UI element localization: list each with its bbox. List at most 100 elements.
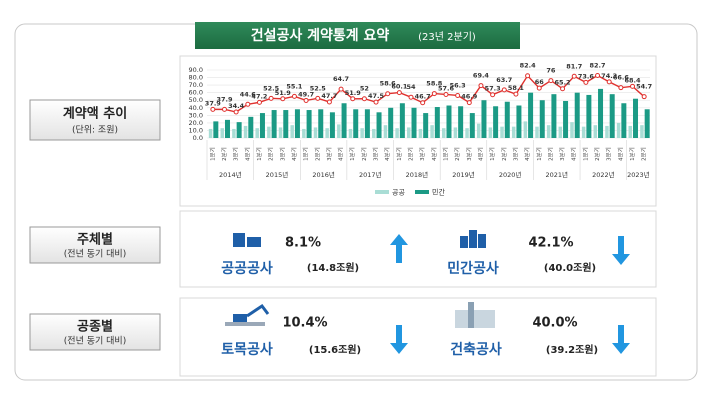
bar xyxy=(640,125,644,138)
value-label: 69.4 xyxy=(473,72,490,80)
bar xyxy=(278,127,283,138)
bar xyxy=(395,128,399,138)
bar xyxy=(248,116,254,138)
bar xyxy=(259,113,265,138)
bar xyxy=(294,109,300,138)
point xyxy=(571,73,577,79)
y-tick-label: 60.0 xyxy=(189,89,203,97)
panel xyxy=(179,297,657,377)
point xyxy=(560,86,566,92)
value-label: 66.6 xyxy=(613,74,630,82)
value-label: 58.8 xyxy=(426,80,443,88)
bar xyxy=(255,128,259,138)
bar xyxy=(353,109,359,138)
bar xyxy=(213,121,219,138)
value-label: 37.9 xyxy=(216,95,233,103)
bar xyxy=(628,125,633,138)
bar xyxy=(465,128,469,138)
point xyxy=(350,96,356,102)
x-tick-label: 2분기 xyxy=(453,147,461,161)
x-tick-label: 1분기 xyxy=(441,147,449,161)
x-tick-label: 1분기 xyxy=(302,147,310,161)
point xyxy=(408,94,414,100)
x-group-label: 2023년 xyxy=(627,170,650,179)
y-tick-label: 30.0 xyxy=(189,111,203,119)
bar xyxy=(453,127,458,138)
x-tick-label: 1분기 xyxy=(348,147,356,161)
value-label: 49.7 xyxy=(298,90,314,98)
value-label: 82.7 xyxy=(590,62,606,70)
bar xyxy=(372,128,376,138)
x-group-label: 2014년 xyxy=(219,170,242,179)
bar xyxy=(283,110,289,138)
x-group-label: 2020년 xyxy=(499,170,522,179)
point xyxy=(595,73,601,79)
value-label: 47.5 xyxy=(368,92,385,100)
bar xyxy=(407,127,411,138)
value-label: 52 xyxy=(360,85,369,93)
item-amount: (39.2조원) xyxy=(546,343,598,356)
title: 건설공사 계약통계 요약 xyxy=(251,27,390,44)
value-label: 55.1 xyxy=(286,82,303,90)
point xyxy=(291,93,297,99)
value-label: 37.9 xyxy=(205,99,222,107)
x-group-label: 2019년 xyxy=(452,170,475,179)
y-tick-label: 20.0 xyxy=(189,119,203,127)
x-group-label: 2016년 xyxy=(312,170,335,179)
point xyxy=(233,109,239,115)
x-tick-label: 2분기 xyxy=(407,147,415,161)
value-label: 54.7 xyxy=(636,83,652,91)
value-label: 68.4 xyxy=(624,76,641,84)
point xyxy=(280,96,286,102)
bar xyxy=(220,128,224,138)
x-tick-label: 3분기 xyxy=(465,147,473,161)
bar xyxy=(243,125,248,138)
bar xyxy=(621,103,627,138)
point xyxy=(618,85,624,91)
x-group-label: 2015년 xyxy=(266,170,289,179)
item-name: 토목공사 xyxy=(221,342,273,358)
bar xyxy=(458,106,464,138)
section-label: 계약액 추이 xyxy=(63,106,127,122)
x-tick-label: 2분기 xyxy=(593,147,601,161)
bar xyxy=(399,103,405,138)
value-label: 46.7 xyxy=(415,93,431,101)
point xyxy=(443,91,449,97)
point xyxy=(630,83,636,89)
value-label: 65.2 xyxy=(555,79,571,87)
bar xyxy=(360,128,364,138)
bar xyxy=(481,100,487,138)
bar xyxy=(633,98,639,138)
point xyxy=(268,95,274,101)
x-tick-label: 2분기 xyxy=(546,147,554,161)
value-label: 63.7 xyxy=(496,76,512,84)
x-group-label: 2021년 xyxy=(545,170,568,179)
point xyxy=(466,100,472,106)
y-tick-label: 90.0 xyxy=(189,66,203,74)
item-rate: 8.1% xyxy=(285,236,321,251)
x-tick-label: 4분기 xyxy=(570,147,578,161)
y-tick-label: 50.0 xyxy=(189,96,203,104)
bar xyxy=(644,109,650,138)
item-name: 공공공사 xyxy=(221,261,273,277)
x-tick-label: 3분기 xyxy=(278,147,286,161)
bar xyxy=(528,92,534,138)
x-tick-label: 1분기 xyxy=(255,147,263,161)
bar xyxy=(411,107,417,138)
bar xyxy=(446,105,452,138)
value-label: 34.4 xyxy=(228,102,245,110)
bar xyxy=(563,100,569,138)
point xyxy=(478,83,484,89)
point xyxy=(315,95,321,101)
value-label: 47.2 xyxy=(251,92,267,100)
y-tick-label: 0.0 xyxy=(193,134,203,142)
bar xyxy=(581,126,586,138)
legend-label: 민간 xyxy=(432,188,445,197)
section-note: (전년 동기 대비) xyxy=(64,249,126,260)
bar xyxy=(430,125,434,138)
value-label: 56.3 xyxy=(450,81,466,89)
bar xyxy=(313,127,318,138)
bar xyxy=(325,128,329,138)
item-amount: (15.6조원) xyxy=(309,343,361,356)
